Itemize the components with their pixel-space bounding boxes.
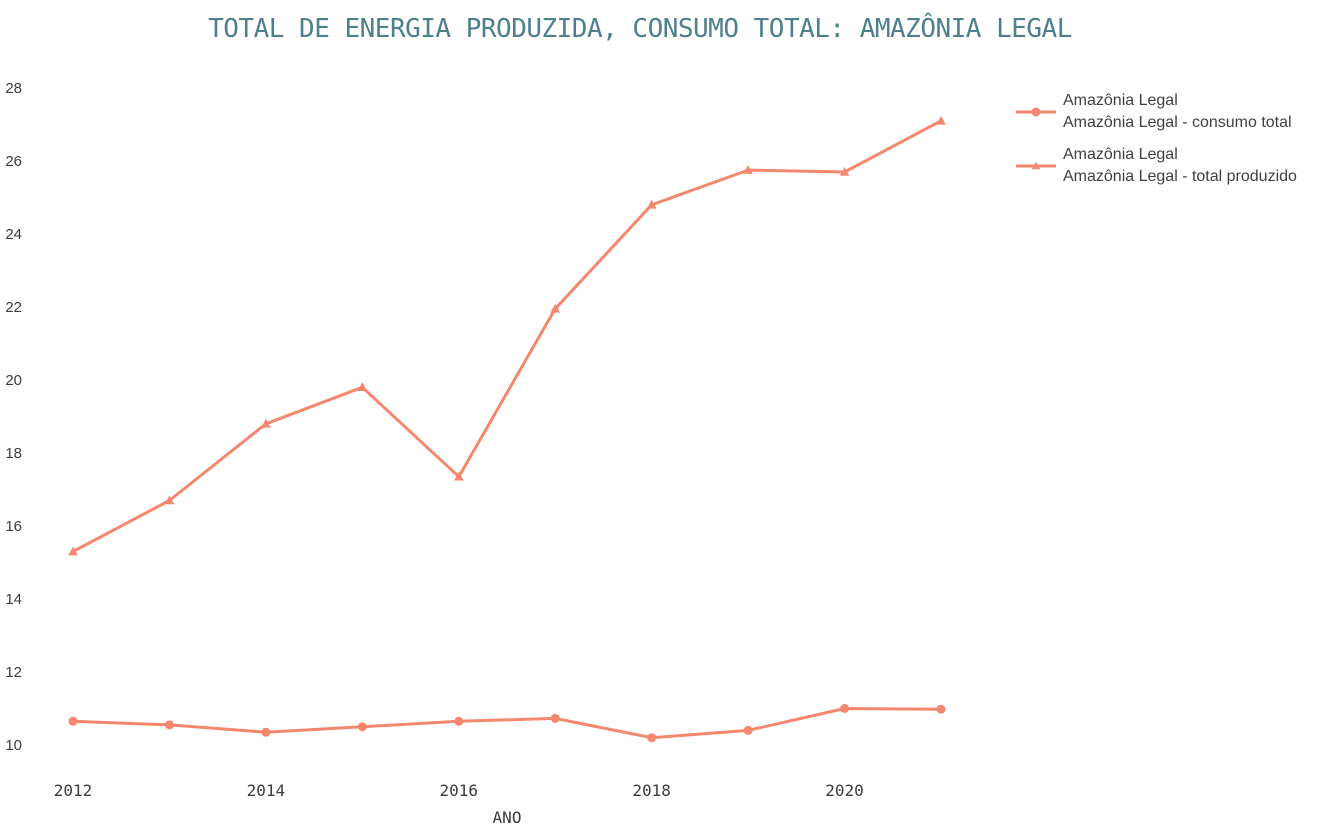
x-axis-tick-2014: 2014 xyxy=(247,781,286,800)
marker-consumo-total-2016[interactable] xyxy=(454,716,464,726)
marker-consumo-total-2018[interactable] xyxy=(647,733,657,743)
x-axis-tick-2012: 2012 xyxy=(54,781,93,800)
marker-total-produzido-2017[interactable] xyxy=(550,303,561,313)
marker-total-produzido-2018[interactable] xyxy=(646,199,657,209)
marker-total-produzido-2013[interactable] xyxy=(164,495,175,505)
x-axis-title: ANO xyxy=(492,808,522,827)
legend-label-group: Amazônia Legal xyxy=(1063,92,1178,109)
y-axis-tick-24: 24 xyxy=(5,226,22,243)
legend-item-total-produzido[interactable]: Amazônia Legal Amazônia Legal - total pr… xyxy=(1016,144,1297,188)
y-axis-tick-22: 22 xyxy=(5,299,22,316)
marker-consumo-total-2020[interactable] xyxy=(840,704,850,713)
marker-consumo-total-2015[interactable] xyxy=(357,722,367,732)
y-axis-tick-12: 12 xyxy=(5,664,22,681)
chart-title: TOTAL DE ENERGIA PRODUZIDA, CONSUMO TOTA… xyxy=(208,14,1072,44)
marker-total-produzido-2020[interactable] xyxy=(839,166,850,176)
marker-consumo-total-2012[interactable] xyxy=(68,716,78,726)
series-line-total-produzido xyxy=(71,119,943,553)
y-axis-tick-10: 10 xyxy=(5,737,22,754)
marker-total-produzido-2014[interactable] xyxy=(261,418,271,428)
y-axis-tick-20: 20 xyxy=(5,372,22,389)
marker-consumo-total-2014[interactable] xyxy=(261,727,271,737)
legend: Amazônia Legal Amazônia Legal - consumo … xyxy=(1016,90,1297,198)
marker-total-produzido-2021[interactable] xyxy=(936,115,946,125)
y-axis-tick-14: 14 xyxy=(5,591,22,608)
legend-item-consumo-total[interactable]: Amazônia Legal Amazônia Legal - consumo … xyxy=(1016,90,1297,134)
legend-swatch-circle-icon xyxy=(1016,107,1056,117)
marker-total-produzido-2015[interactable] xyxy=(357,382,368,392)
y-axis-tick-18: 18 xyxy=(5,445,22,462)
marker-consumo-total-2019[interactable] xyxy=(743,725,753,735)
marker-consumo-total-2013[interactable] xyxy=(164,720,174,730)
y-axis-tick-26: 26 xyxy=(5,153,22,170)
y-axis-tick-16: 16 xyxy=(5,518,22,535)
marker-total-produzido-2019[interactable] xyxy=(743,165,753,174)
legend-label-group: Amazônia Legal xyxy=(1063,146,1178,163)
marker-consumo-total-2017[interactable] xyxy=(550,713,560,723)
marker-consumo-total-2021[interactable] xyxy=(936,704,946,714)
marker-total-produzido-2012[interactable] xyxy=(68,546,78,556)
legend-swatch-triangle-icon xyxy=(1016,161,1056,170)
y-axis-tick-28: 28 xyxy=(5,80,22,97)
x-axis-tick-2018: 2018 xyxy=(632,781,671,800)
x-axis-tick-2016: 2016 xyxy=(440,781,479,800)
series-line-consumo-total xyxy=(71,707,943,740)
legend-label-series: Amazônia Legal - consumo total xyxy=(1063,114,1292,131)
legend-label-series: Amazônia Legal - total produzido xyxy=(1063,168,1297,185)
x-axis-tick-2020: 2020 xyxy=(825,781,864,800)
marker-total-produzido-2016[interactable] xyxy=(453,471,464,481)
